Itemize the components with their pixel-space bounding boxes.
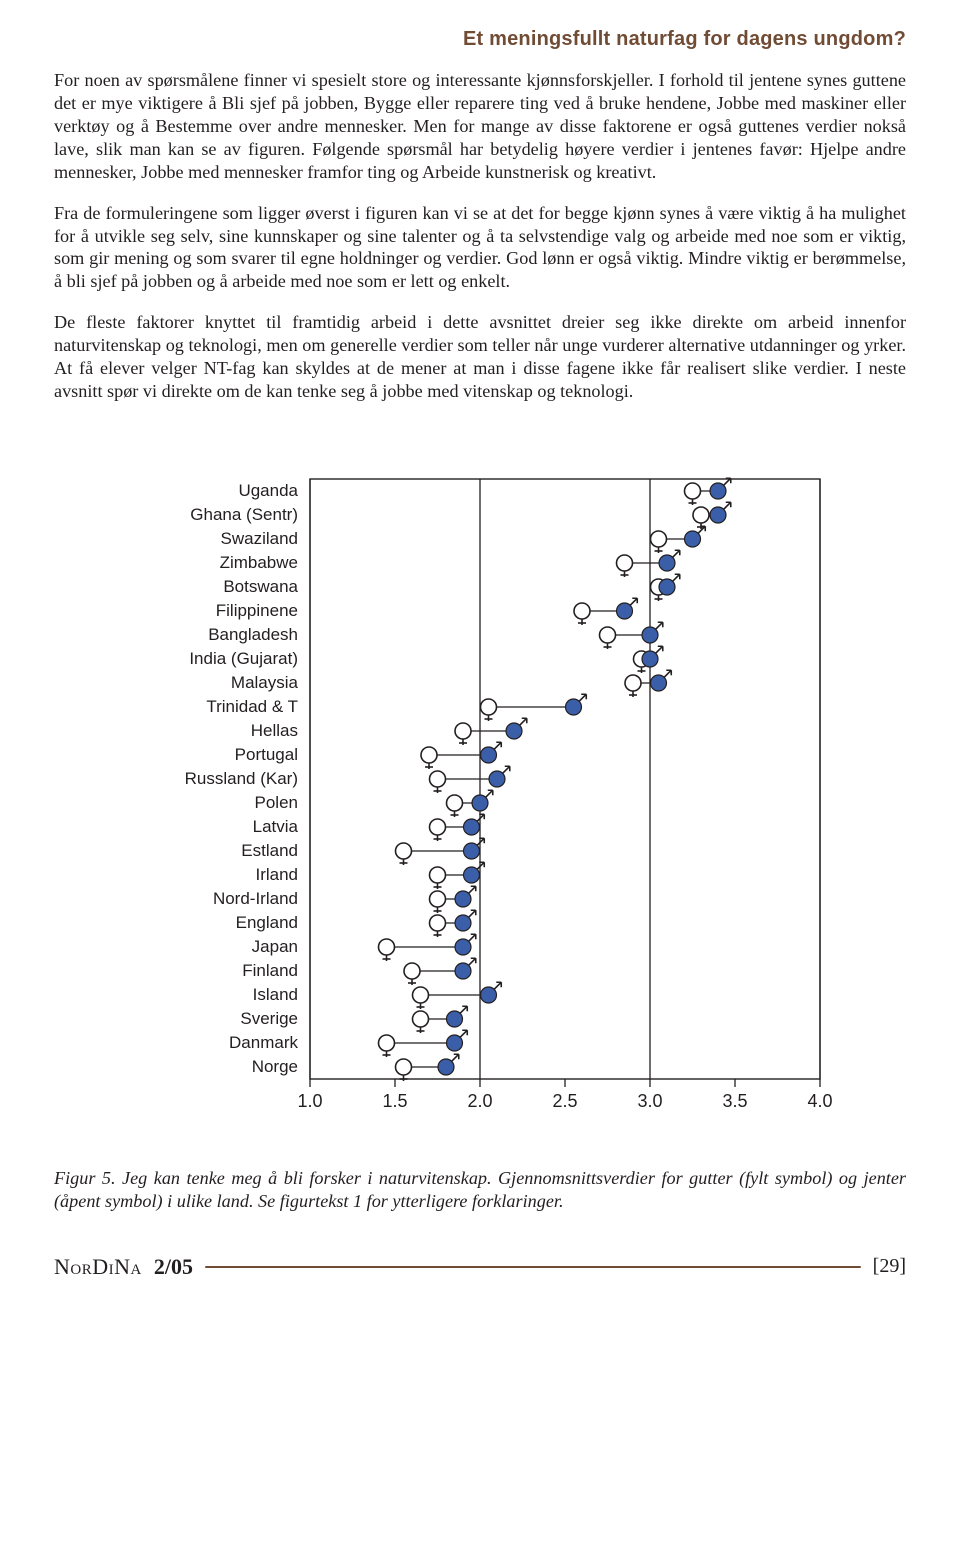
body-paragraph-1: For noen av spørsmålene finner vi spesie… [54, 69, 906, 184]
svg-text:Swaziland: Swaziland [221, 529, 299, 548]
svg-text:Estland: Estland [241, 841, 298, 860]
svg-text:Portugal: Portugal [235, 745, 298, 764]
svg-text:Island: Island [253, 985, 298, 1004]
svg-text:3.0: 3.0 [637, 1091, 662, 1111]
svg-text:England: England [236, 913, 298, 932]
svg-text:Finland: Finland [242, 961, 298, 980]
svg-text:Irland: Irland [255, 865, 298, 884]
svg-text:3.5: 3.5 [722, 1091, 747, 1111]
page-footer: NorDiNa 2/05 [29] [54, 1254, 906, 1280]
issue-number: 2/05 [154, 1254, 193, 1280]
svg-text:Malaysia: Malaysia [231, 673, 299, 692]
svg-text:1.0: 1.0 [297, 1091, 322, 1111]
svg-text:Hellas: Hellas [251, 721, 298, 740]
journal-name: NorDiNa [54, 1254, 142, 1280]
svg-text:Danmark: Danmark [229, 1033, 298, 1052]
svg-text:Latvia: Latvia [253, 817, 299, 836]
body-paragraph-3: De fleste faktorer knyttet til framtidig… [54, 311, 906, 403]
svg-text:Russland (Kar): Russland (Kar) [185, 769, 298, 788]
svg-text:Nord-Irland: Nord-Irland [213, 889, 298, 908]
svg-text:Bangladesh: Bangladesh [208, 625, 298, 644]
svg-text:Polen: Polen [255, 793, 298, 812]
svg-text:Trinidad & T: Trinidad & T [206, 697, 298, 716]
footer-rule [205, 1266, 861, 1268]
svg-text:2.0: 2.0 [467, 1091, 492, 1111]
svg-text:1.5: 1.5 [382, 1091, 407, 1111]
svg-text:Sverige: Sverige [240, 1009, 298, 1028]
running-title: Et meningsfullt naturfag for dagens ungd… [54, 28, 906, 51]
dumbbell-chart: 1.0 1.5 2.0 2.5 3.0 3.5 4.0 Uganda Ghana (Sentr)… [120, 459, 840, 1139]
svg-text:Filippinene: Filippinene [216, 601, 298, 620]
svg-text:Japan: Japan [252, 937, 298, 956]
svg-text:Norge: Norge [252, 1057, 298, 1076]
page-number: [29] [873, 1255, 906, 1278]
svg-text:Zimbabwe: Zimbabwe [220, 553, 298, 572]
figure-5: 1.0 1.5 2.0 2.5 3.0 3.5 4.0 Uganda Ghana (Sentr)… [54, 459, 906, 1139]
svg-text:2.5: 2.5 [552, 1091, 577, 1111]
svg-text:Uganda: Uganda [238, 481, 298, 500]
figure-5-caption: Figur 5. Jeg kan tenke meg å bli forsker… [54, 1167, 906, 1214]
body-paragraph-2: Fra de formuleringene som ligger øverst … [54, 202, 906, 294]
svg-text:4.0: 4.0 [807, 1091, 832, 1111]
svg-text:India (Gujarat): India (Gujarat) [189, 649, 298, 668]
svg-text:Botswana: Botswana [223, 577, 298, 596]
svg-text:Ghana (Sentr): Ghana (Sentr) [190, 505, 298, 524]
